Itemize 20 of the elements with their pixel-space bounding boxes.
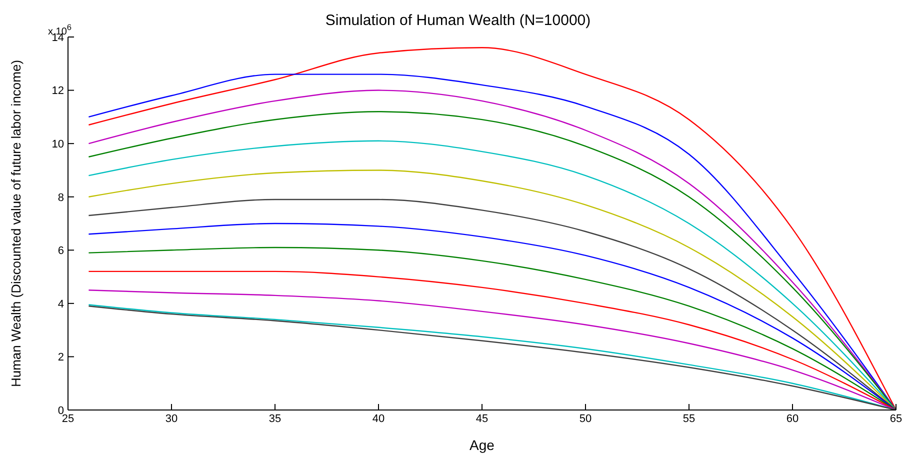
x-axis-title: Age [470,437,495,453]
x-tick-label: 25 [62,412,74,425]
x-tick-label: 35 [268,412,282,425]
x-tick-label: 65 [890,412,902,425]
y-tick-label: 10 [52,138,64,150]
y-tick-label: 4 [58,298,64,310]
x-tick-label: 55 [682,412,696,425]
y-tick-label: 12 [52,85,64,98]
chart-title: Simulation of Human Wealth (N=10000) [325,12,591,29]
x-tick-label: 40 [372,412,385,425]
y-tick-label: 2 [58,352,64,364]
y-tick-label: 6 [58,245,64,258]
y-axis-title: Human Wealth (Discounted value of future labor income) [8,60,24,388]
y-tick-label: 0 [58,404,64,417]
x-tick-label: 45 [476,412,488,425]
y-tick-label: 8 [58,192,64,204]
x-tick-label: 30 [165,412,178,425]
x-tick-label: 60 [786,412,799,425]
y-tick-label: 14 [52,32,64,44]
x-tick-label: 50 [579,412,592,425]
